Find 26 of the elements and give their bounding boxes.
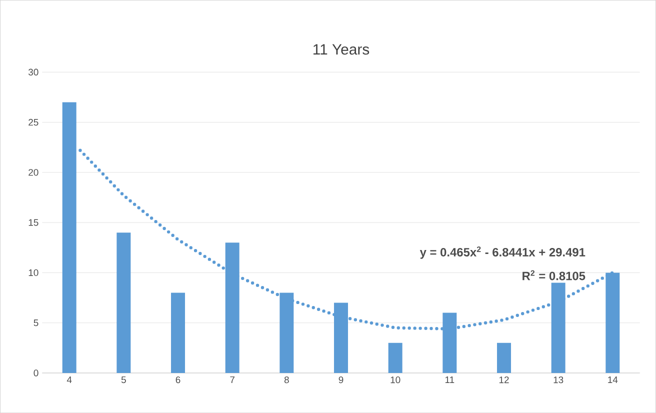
y-tick-label: 5 <box>34 319 38 326</box>
x-tick-label: 4 <box>66 376 72 383</box>
bar <box>116 232 131 373</box>
annotation: y = 0.465x$^{2}$ - 6.8441x + 29.491 <box>420 246 586 259</box>
bar <box>62 102 76 373</box>
y-tick-label: 25 <box>28 118 38 126</box>
x-tick-label: 5 <box>121 376 126 384</box>
y-tick-label: 0 <box>34 370 38 376</box>
x-tick-label: 14 <box>608 376 618 383</box>
x-tick-label: 13 <box>554 376 564 384</box>
x-tick-label: 6 <box>176 376 180 384</box>
chart-title: 11 Years <box>313 44 370 55</box>
y-tick-label: 15 <box>28 219 38 226</box>
bar <box>497 342 511 373</box>
x-tick-label: 8 <box>284 376 289 384</box>
y-tick-label: 30 <box>28 68 38 76</box>
x-tick-label: 10 <box>390 376 400 384</box>
x-tick-label: 9 <box>338 376 344 384</box>
annotation: R$^{2}$ = 0.8105 <box>522 270 586 280</box>
bar <box>171 292 185 373</box>
x-tick-label: 12 <box>499 376 509 384</box>
y-tick-label: 20 <box>28 169 38 176</box>
x-tick-label: 7 <box>230 376 234 383</box>
x-tick-label: 11 <box>445 376 454 383</box>
bar <box>388 342 402 373</box>
y-tick-label: 10 <box>28 269 38 276</box>
